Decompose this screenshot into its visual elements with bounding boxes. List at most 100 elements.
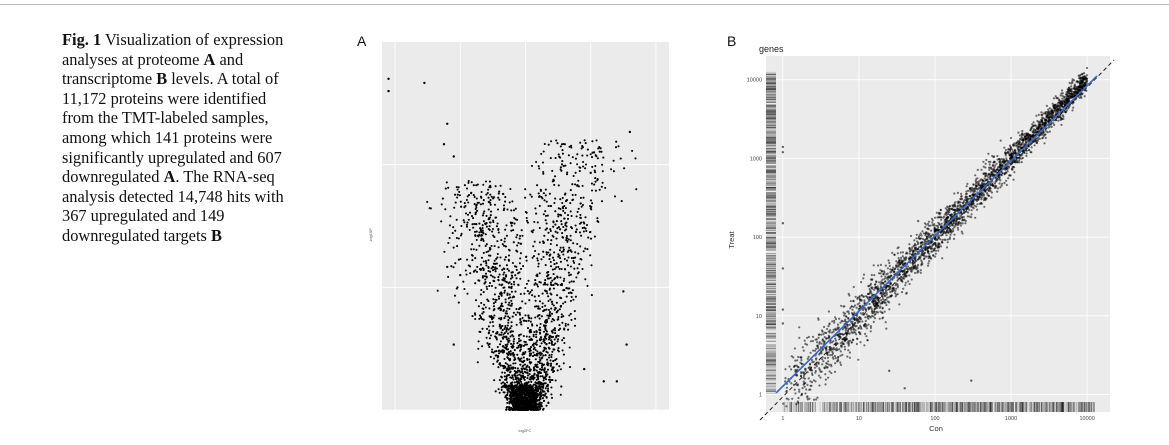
volcano-point [528,354,531,357]
volcano-point [492,362,495,366]
volcano-point [563,143,566,146]
volcano-point [546,271,549,274]
volcano-point [551,300,554,303]
volcano-point [508,402,511,405]
volcano-point [489,214,492,217]
volcano-point [635,188,638,191]
volcano-point [480,256,484,259]
volcano-point [440,220,443,223]
volcano-point [482,291,485,294]
scatter-point [996,154,999,158]
volcano-point [459,200,462,203]
volcano-point [512,366,515,369]
volcano-point [456,188,459,191]
volcano-point [485,243,488,246]
volcano-point [499,340,502,343]
volcano-point [453,294,457,297]
volcano-point [562,362,565,365]
volcano-point [547,299,550,303]
scatter-point [847,349,850,352]
scatter-point [795,403,798,406]
volcano-point [484,260,487,263]
volcano-point [480,231,483,234]
volcano-point [464,204,467,208]
volcano-point [578,263,581,266]
volcano-outlier-point [592,151,596,154]
volcano-point [507,384,510,387]
volcano-point [447,186,450,189]
scatter-rug-marks [766,71,1095,412]
volcano-point [506,352,509,355]
volcano-point [584,167,587,170]
volcano-point [522,403,525,407]
volcano-point [500,326,503,329]
volcano-point [470,215,474,218]
volcano-point [504,326,507,329]
volcano-point [504,396,507,399]
volcano-point [507,258,510,261]
volcano-point [507,387,510,391]
volcano-point [549,229,552,233]
volcano-point [576,267,579,270]
volcano-point [593,235,596,238]
volcano-point [489,203,492,206]
volcano-point [562,253,565,256]
volcano-point [557,265,560,268]
volcano-point [524,314,527,317]
volcano-point [498,343,502,346]
volcano-point [560,385,563,388]
volcano-point [518,373,521,376]
volcano-point [491,275,494,278]
volcano-point [484,306,487,309]
volcano-point [491,265,494,268]
volcano-point [512,395,515,398]
volcano-point [511,346,514,349]
volcano-point [462,280,465,283]
volcano-point [497,231,500,234]
volcano-point [577,252,580,255]
volcano-point [590,189,594,192]
volcano-point [509,277,512,280]
volcano-point [512,378,515,381]
volcano-point [512,408,515,411]
caption-part: B [211,225,222,245]
top-rule [0,4,1169,5]
volcano-point [548,313,551,316]
volcano-point [514,358,517,361]
volcano-point [494,300,497,304]
volcano-point [550,239,553,242]
volcano-point [478,234,481,237]
volcano-point [562,246,565,249]
volcano-point [499,305,502,308]
volcano-point [516,367,519,370]
volcano-point [503,271,506,274]
volcano-point [560,223,563,226]
volcano-point [581,146,584,149]
volcano-point [524,408,527,411]
volcano-point [500,386,503,389]
volcano-point [565,287,568,290]
volcano-point [486,298,489,301]
scatter-point [851,308,854,311]
volcano-point [455,287,458,290]
volcano-point [562,142,565,146]
volcano-point [566,214,570,217]
volcano-point [524,188,527,191]
volcano-point [542,213,545,216]
volcano-point [498,352,501,355]
volcano-point [465,198,468,202]
volcano-point [483,210,486,213]
volcano-point [559,198,562,201]
volcano-point [530,377,533,380]
volcano-point [528,350,531,353]
volcano-point [582,250,585,253]
volcano-point [544,387,547,390]
volcano-point [535,369,538,372]
volcano-point [512,280,516,283]
scatter-point [821,330,824,333]
volcano-point [507,321,510,324]
volcano-point [456,245,459,248]
volcano-point [519,306,522,310]
volcano-point [590,182,593,185]
volcano-point [552,179,555,182]
